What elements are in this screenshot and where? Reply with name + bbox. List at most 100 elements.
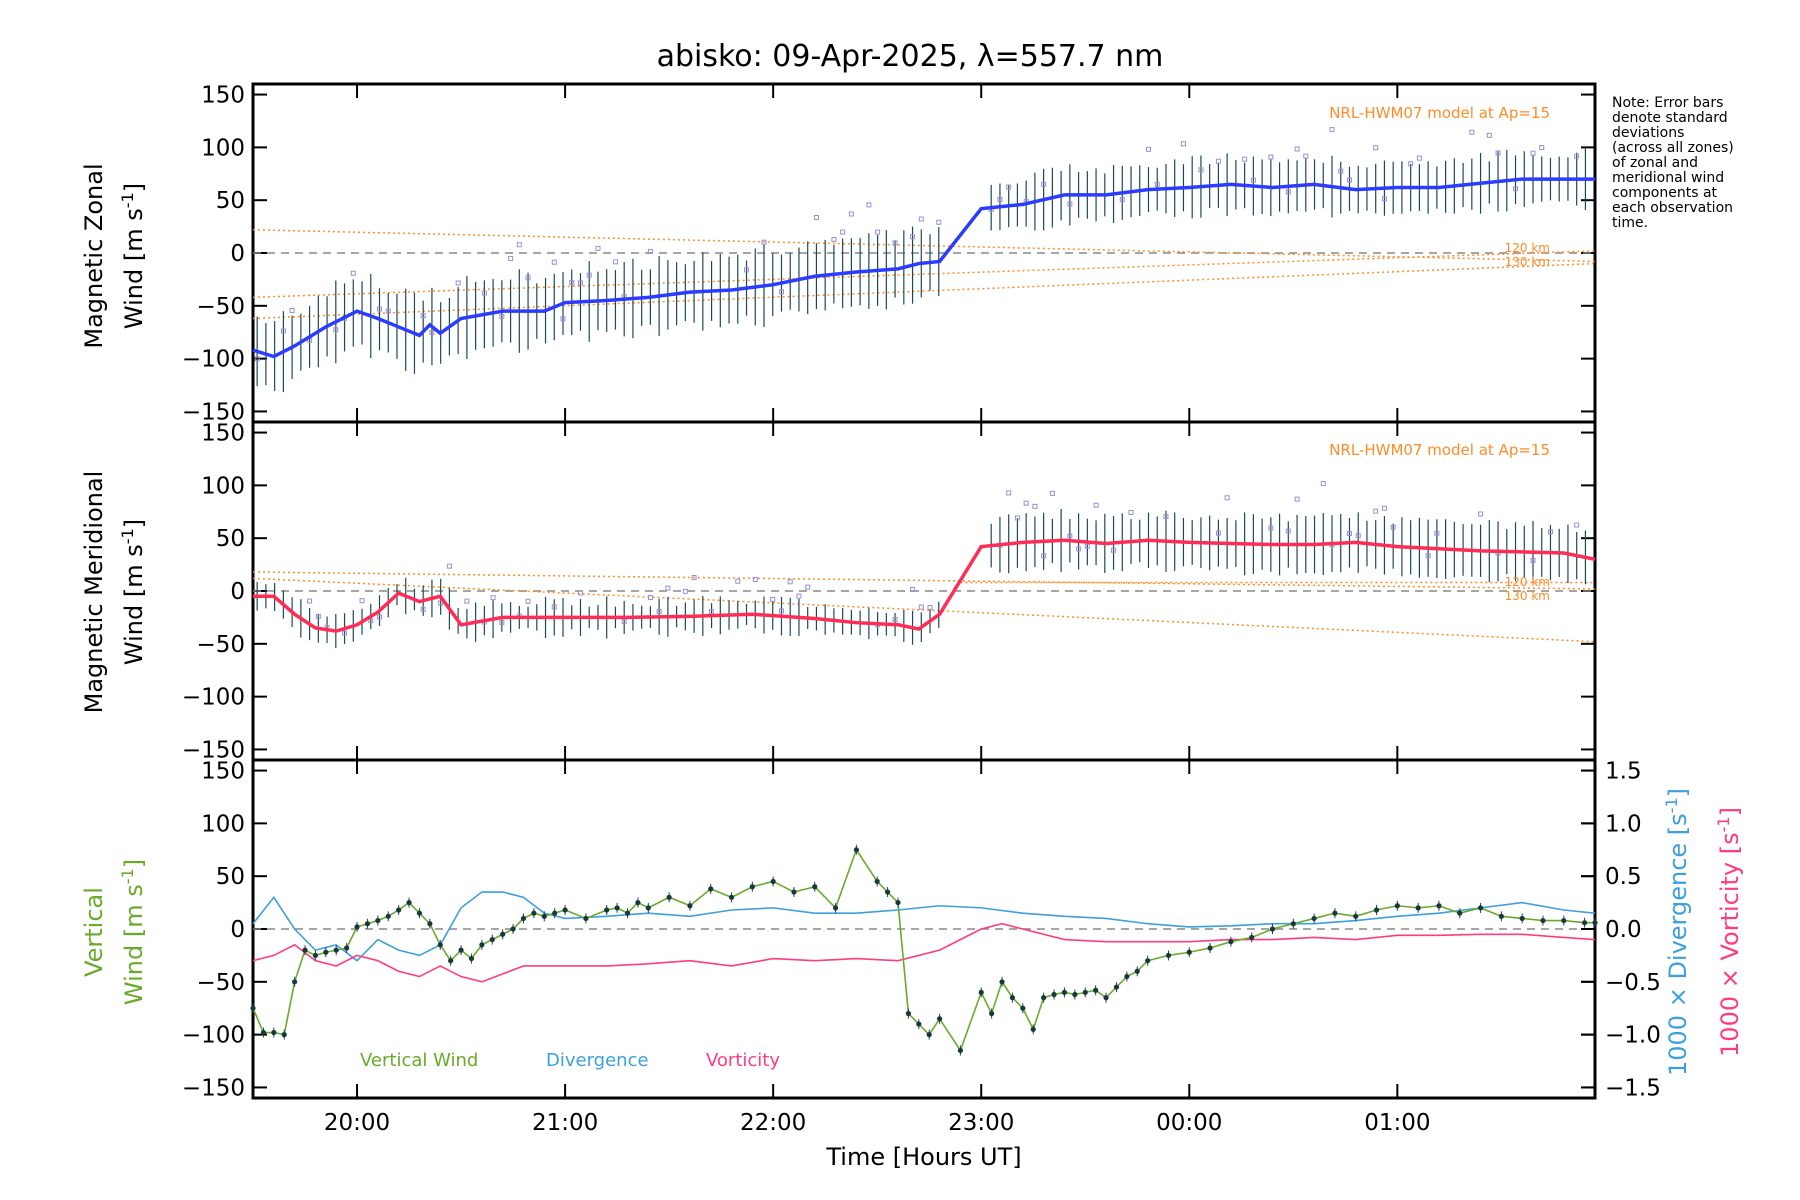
vertical-wind-point: [978, 989, 984, 995]
vertical-wind-point: [333, 947, 339, 953]
zone-point: [350, 270, 356, 276]
zone-point: [1425, 553, 1431, 559]
zone-point: [595, 245, 601, 251]
km-label: 120 km: [1505, 575, 1550, 589]
y-tick-label: 50: [216, 864, 245, 890]
zone-point: [490, 595, 496, 601]
zone-point: [525, 598, 531, 604]
model-label: NRL-HWM07 model at Ap=15: [1329, 441, 1550, 459]
zone-point: [1111, 547, 1117, 553]
zone-point: [1268, 154, 1274, 160]
vertical-wind-point: [1009, 995, 1016, 1001]
km-label: 120 km: [1505, 241, 1550, 255]
zone-point: [429, 330, 435, 336]
vertical-wind-point: [531, 910, 537, 916]
y-tick-label: 150: [201, 759, 245, 785]
note-line: each observation: [1612, 200, 1733, 216]
ylabel-line: Wind [m s: [120, 208, 148, 329]
vertical-wind-point: [1457, 910, 1463, 916]
zone-point: [569, 279, 575, 285]
y-tick-label: −50: [196, 970, 245, 996]
vertical-wind-point: [989, 1010, 995, 1017]
y-tick-label: −100: [182, 685, 245, 711]
zone-point: [577, 590, 583, 596]
meridional-mean-line: [253, 538, 1596, 633]
zone-point: [752, 576, 758, 582]
zone-point: [910, 234, 916, 240]
y2-tick-label: −0.5: [1605, 970, 1661, 996]
ylabel-line: Vertical: [80, 887, 108, 977]
zone-point: [1320, 481, 1326, 487]
right-label-sup: -1: [1714, 816, 1733, 832]
ylabel-bracket: ]: [120, 519, 148, 528]
x-tick-label: 00:00: [1156, 1110, 1222, 1136]
zone-point: [656, 608, 662, 614]
vertical-wind-point: [832, 905, 839, 911]
zone-point: [1268, 525, 1274, 531]
zone-point: [525, 275, 531, 281]
zone-point: [840, 229, 846, 235]
note-line: Note: Error bars: [1612, 95, 1723, 111]
zone-point: [910, 586, 916, 592]
zone-point: [551, 604, 557, 610]
vertical-wind-point: [604, 907, 610, 913]
zone-point: [875, 229, 881, 235]
zone-point: [377, 306, 383, 312]
vertical-wind-point: [895, 899, 901, 906]
note-line: meridional wind: [1612, 170, 1724, 186]
zone-point: [1294, 496, 1300, 502]
zone-point: [1329, 127, 1335, 133]
vertical-wind-point: [1124, 973, 1130, 980]
vertical-wind-point: [354, 924, 360, 930]
vertical-wind-point: [1540, 917, 1546, 924]
vertical-wind-point: [344, 945, 350, 951]
zone-point: [1163, 514, 1169, 520]
vertical-wind-point: [999, 979, 1005, 985]
vertical-wind-point: [479, 942, 485, 948]
zone-point: [892, 617, 898, 623]
vertical-wind-point: [281, 1032, 287, 1038]
x-tick-label: 21:00: [532, 1110, 598, 1136]
divergence-ylabel: 1000 × Divergence [s-1]: [1662, 788, 1693, 1076]
zone-point: [1530, 150, 1536, 156]
zone-point: [254, 356, 260, 362]
zone-point: [438, 600, 444, 606]
vertical-wind-point: [874, 878, 880, 885]
note-line: deviations: [1612, 125, 1684, 141]
vertical-wind-point: [364, 921, 371, 927]
right-label-sup: -1: [1662, 797, 1681, 813]
zone-point: [1049, 490, 1055, 496]
zone-point: [464, 598, 470, 604]
vorticity-ylabel: 1000 × Vorticity [s-1]: [1714, 807, 1745, 1057]
vertical-wind-point: [812, 884, 818, 890]
svg-text:Wind [m s-1]: Wind [m s-1]: [118, 519, 149, 665]
vertical-wind-point: [1207, 945, 1213, 951]
zone-point: [1041, 181, 1047, 187]
zone-point: [1338, 168, 1344, 174]
zone-point: [481, 290, 487, 296]
vertical-wind-point: [500, 931, 506, 937]
zone-point: [665, 585, 671, 591]
vertical-wind-point: [1581, 920, 1588, 926]
zone-point: [1128, 509, 1134, 515]
x-tick-label: 23:00: [948, 1110, 1014, 1136]
vertical-wind-point: [1061, 989, 1068, 995]
vertical-ylabel: Vertical Wind [m s-1]: [80, 859, 148, 1005]
ylabel-sup: -1: [118, 528, 137, 544]
zone-point: [1242, 156, 1248, 162]
vertical-wind-point: [292, 979, 298, 985]
vertical-wind-point: [458, 947, 464, 953]
zone-point: [1469, 129, 1475, 135]
vertical-wind-point: [1373, 907, 1380, 913]
svg-text:Wind [m s-1]: Wind [m s-1]: [118, 183, 149, 329]
zone-point: [1416, 155, 1422, 161]
zone-point: [1408, 161, 1414, 167]
vertical-wind-point: [937, 1016, 943, 1022]
ylabel-line: Magnetic Zonal: [80, 163, 108, 348]
zone-point: [1574, 153, 1580, 159]
vertical-wind-point: [1041, 995, 1047, 1001]
vertical-wind-point: [1228, 939, 1234, 945]
ylabel-bracket: ]: [120, 183, 148, 192]
zone-point: [455, 280, 461, 286]
